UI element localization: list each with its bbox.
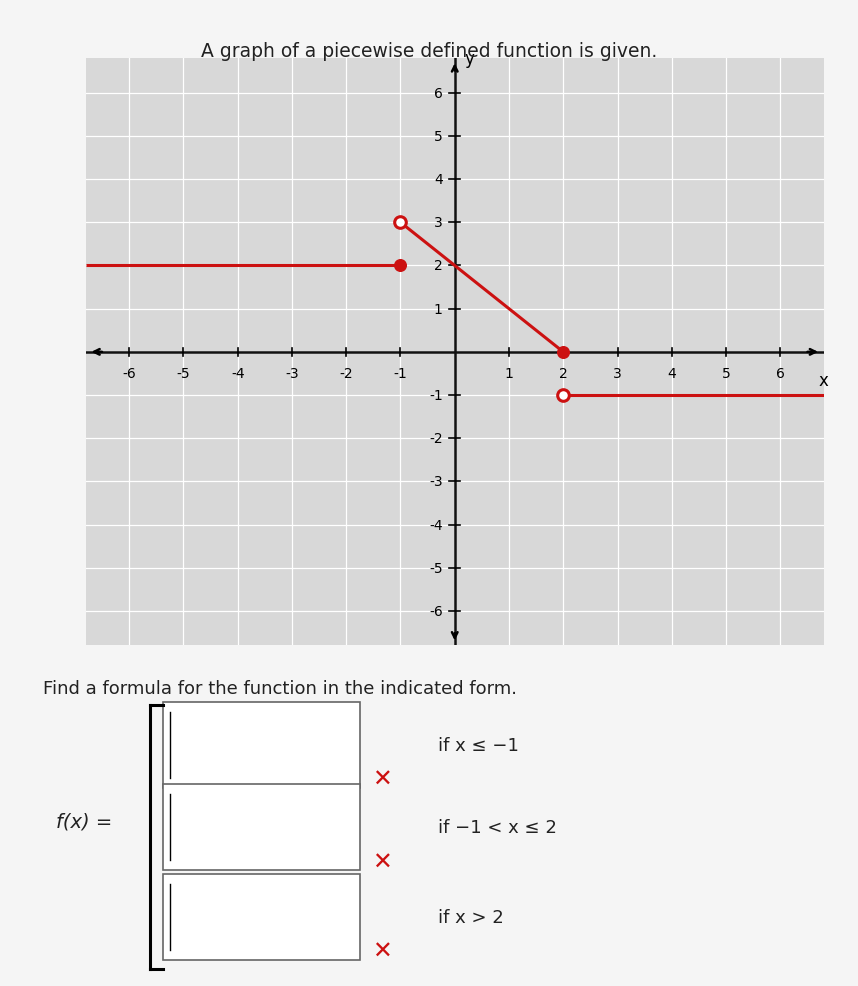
Text: if x ≤ −1: if x ≤ −1 (438, 736, 518, 754)
Text: 2: 2 (559, 367, 568, 381)
Text: 3: 3 (613, 367, 622, 381)
Text: 6: 6 (776, 367, 785, 381)
Text: -6: -6 (429, 604, 443, 618)
Text: -1: -1 (394, 367, 408, 381)
Text: 3: 3 (434, 216, 443, 230)
Text: Find a formula for the function in the indicated form.: Find a formula for the function in the i… (43, 678, 517, 697)
Point (394, 215, 408, 231)
Text: 1: 1 (505, 367, 513, 381)
Text: -2: -2 (429, 432, 443, 446)
Text: -4: -4 (429, 518, 443, 532)
Text: -1: -1 (429, 388, 443, 402)
Text: 1: 1 (434, 303, 443, 317)
Text: -4: -4 (231, 367, 245, 381)
Text: f(x) =: f(x) = (56, 811, 112, 830)
Text: 6: 6 (434, 87, 443, 101)
FancyBboxPatch shape (163, 874, 360, 959)
Text: -3: -3 (429, 475, 443, 489)
Text: A graph of a piecewise defined function is given.: A graph of a piecewise defined function … (201, 42, 657, 61)
FancyBboxPatch shape (163, 702, 360, 788)
Text: ✕: ✕ (372, 850, 392, 874)
FancyBboxPatch shape (163, 785, 360, 871)
Text: x: x (819, 372, 829, 389)
Point (394, 258, 408, 274)
Text: ✕: ✕ (372, 939, 392, 963)
Text: if x > 2: if x > 2 (438, 908, 504, 926)
Point (556, 345, 570, 361)
Text: 4: 4 (668, 367, 676, 381)
Point (556, 387, 570, 403)
Text: y: y (464, 50, 474, 68)
Text: -5: -5 (429, 561, 443, 575)
Text: 2: 2 (434, 259, 443, 273)
Text: -6: -6 (123, 367, 136, 381)
Text: -3: -3 (285, 367, 299, 381)
Text: 4: 4 (434, 173, 443, 187)
Text: -5: -5 (177, 367, 190, 381)
Text: 5: 5 (434, 130, 443, 144)
Text: ✕: ✕ (372, 767, 392, 791)
Text: if −1 < x ≤ 2: if −1 < x ≤ 2 (438, 818, 557, 836)
Text: -2: -2 (340, 367, 353, 381)
Text: 5: 5 (722, 367, 730, 381)
